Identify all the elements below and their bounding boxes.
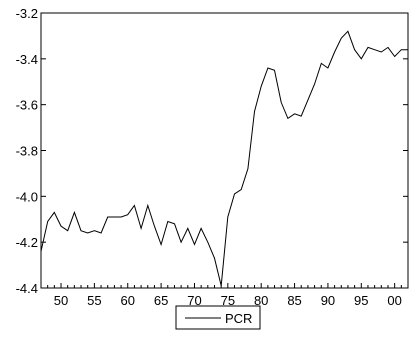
x-tick-label: 60 <box>121 293 135 308</box>
x-tick-label: 55 <box>87 293 101 308</box>
series-line-pcr <box>40 30 408 286</box>
y-tick-label: -4.4 <box>16 281 38 296</box>
x-tick-label: 90 <box>321 293 335 308</box>
x-tick-label: 80 <box>254 293 268 308</box>
x-tick-label: 65 <box>154 293 168 308</box>
y-tick-label: -3.8 <box>16 144 38 159</box>
y-tick-label: -3.6 <box>16 98 38 113</box>
x-tick-label: 75 <box>221 293 235 308</box>
y-tick-label: -4.2 <box>16 235 38 250</box>
y-axis: -3.2 -3.4 -3.6 -3.8 -4.0 -4.2 -4.4 <box>16 6 408 296</box>
x-tick-label: 85 <box>287 293 301 308</box>
x-tick-label: 50 <box>54 293 68 308</box>
y-tick-label: -4.0 <box>16 189 38 204</box>
x-tick-label: 95 <box>354 293 368 308</box>
y-tick-label: -3.2 <box>16 6 38 21</box>
legend: PCR <box>175 305 261 330</box>
legend-label-pcr: PCR <box>225 311 252 326</box>
x-tick-label: 00 <box>387 293 401 308</box>
x-axis: 50 55 60 65 70 75 80 85 90 95 00 <box>40 283 409 308</box>
series-layer <box>40 30 408 286</box>
x-tick-label: 70 <box>187 293 201 308</box>
y-tick-label: -3.4 <box>16 52 38 67</box>
